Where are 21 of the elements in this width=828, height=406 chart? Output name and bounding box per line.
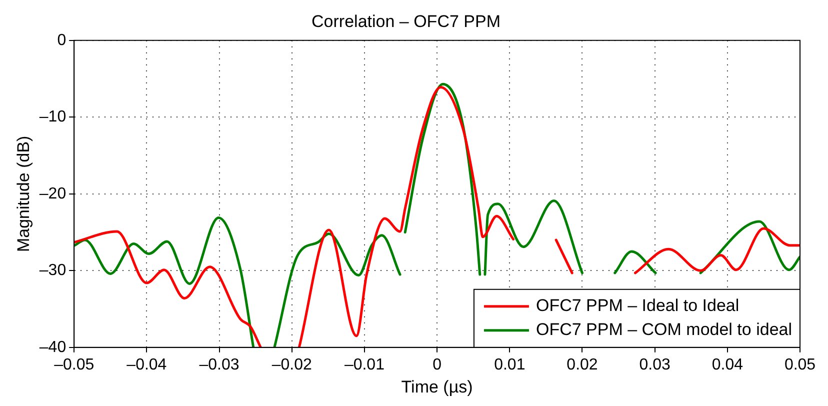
y-axis-title: Magnitude (dB): [14, 136, 33, 252]
chart-title: Correlation – OFC7 PPM: [312, 12, 500, 31]
x-tick-label: –0.02: [272, 356, 312, 374]
y-tick-label: –40: [39, 338, 66, 356]
x-tick-label: 0.05: [784, 356, 816, 374]
legend-label: OFC7 PPM – Ideal to Ideal: [536, 296, 740, 316]
x-tick-label: 0.04: [712, 356, 744, 374]
x-tick-label: 0: [432, 356, 442, 374]
x-tick-label: –0.03: [199, 356, 240, 374]
x-tick-label: 0.02: [566, 356, 598, 374]
legend-label: OFC7 PPM – COM model to ideal: [536, 320, 792, 340]
y-tick-label: –20: [39, 185, 66, 202]
y-tick-label: –30: [39, 262, 66, 280]
y-tick-label: 0: [57, 32, 66, 49]
y-tick-label: –10: [39, 108, 66, 126]
x-axis-title: Time (µs): [401, 377, 473, 396]
x-tick-label: –0.05: [54, 356, 94, 374]
x-tick-label: –0.04: [126, 356, 167, 374]
x-tick-label: 0.01: [494, 356, 526, 374]
x-tick-label: 0.03: [639, 356, 670, 374]
x-tick-label: –0.01: [344, 356, 385, 374]
